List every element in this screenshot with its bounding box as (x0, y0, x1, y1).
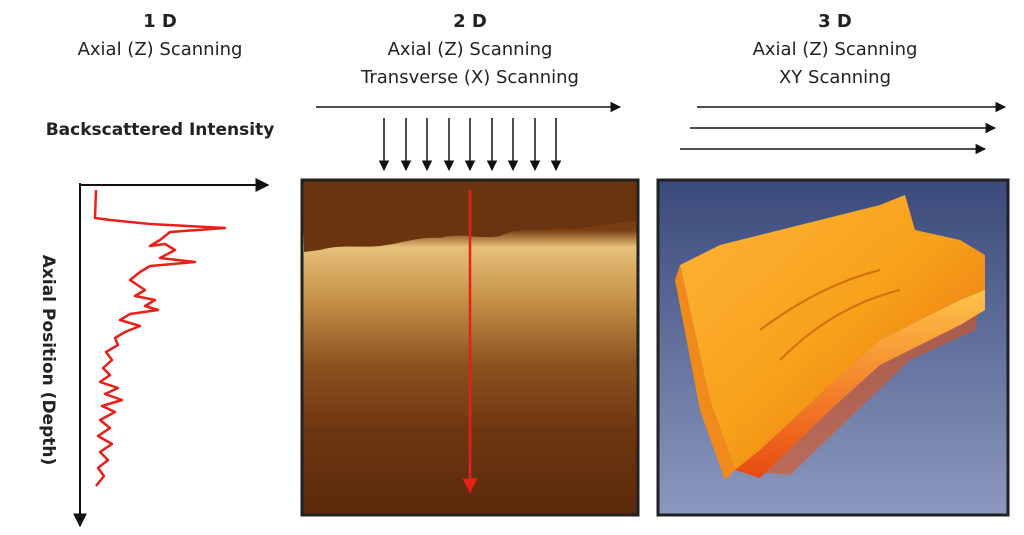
volume-texture (759, 269, 901, 361)
panel-title: 1 D (143, 11, 177, 32)
panel-line: Axial (Z) Scanning (753, 39, 918, 60)
x-axis-label: Backscattered Intensity (46, 120, 275, 140)
panel-line: Axial (Z) Scanning (388, 39, 553, 60)
volume-side (735, 290, 985, 478)
intensity-curve (93, 189, 227, 487)
panel-line: Axial (Z) Scanning (78, 39, 243, 60)
axial-arrows (378, 118, 562, 172)
panel-line: XY Scanning (779, 67, 891, 88)
volume-block (680, 195, 985, 470)
panel-line: Transverse (X) Scanning (360, 67, 579, 88)
panel-title: 2 D (453, 11, 487, 32)
volume-front (675, 265, 735, 480)
panel-title: 3 D (818, 11, 852, 32)
y-axis-label: Axial Position (Depth) (38, 255, 58, 465)
